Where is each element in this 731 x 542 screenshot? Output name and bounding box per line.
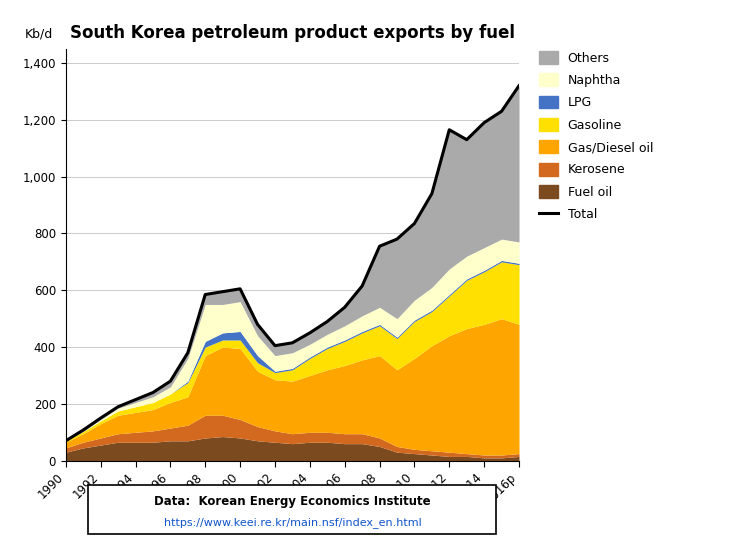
Text: Kb/d: Kb/d (25, 28, 53, 41)
Title: South Korea petroleum product exports by fuel: South Korea petroleum product exports by… (70, 24, 515, 42)
Text: Data:  Korean Energy Economics Institute: Data: Korean Energy Economics Institute (154, 495, 431, 508)
Text: https://www.keei.re.kr/main.nsf/index_en.html: https://www.keei.re.kr/main.nsf/index_en… (164, 518, 421, 528)
FancyBboxPatch shape (88, 485, 496, 534)
Legend: Others, Naphtha, LPG, Gasoline, Gas/Diesel oil, Kerosene, Fuel oil, Total: Others, Naphtha, LPG, Gasoline, Gas/Dies… (539, 51, 653, 221)
